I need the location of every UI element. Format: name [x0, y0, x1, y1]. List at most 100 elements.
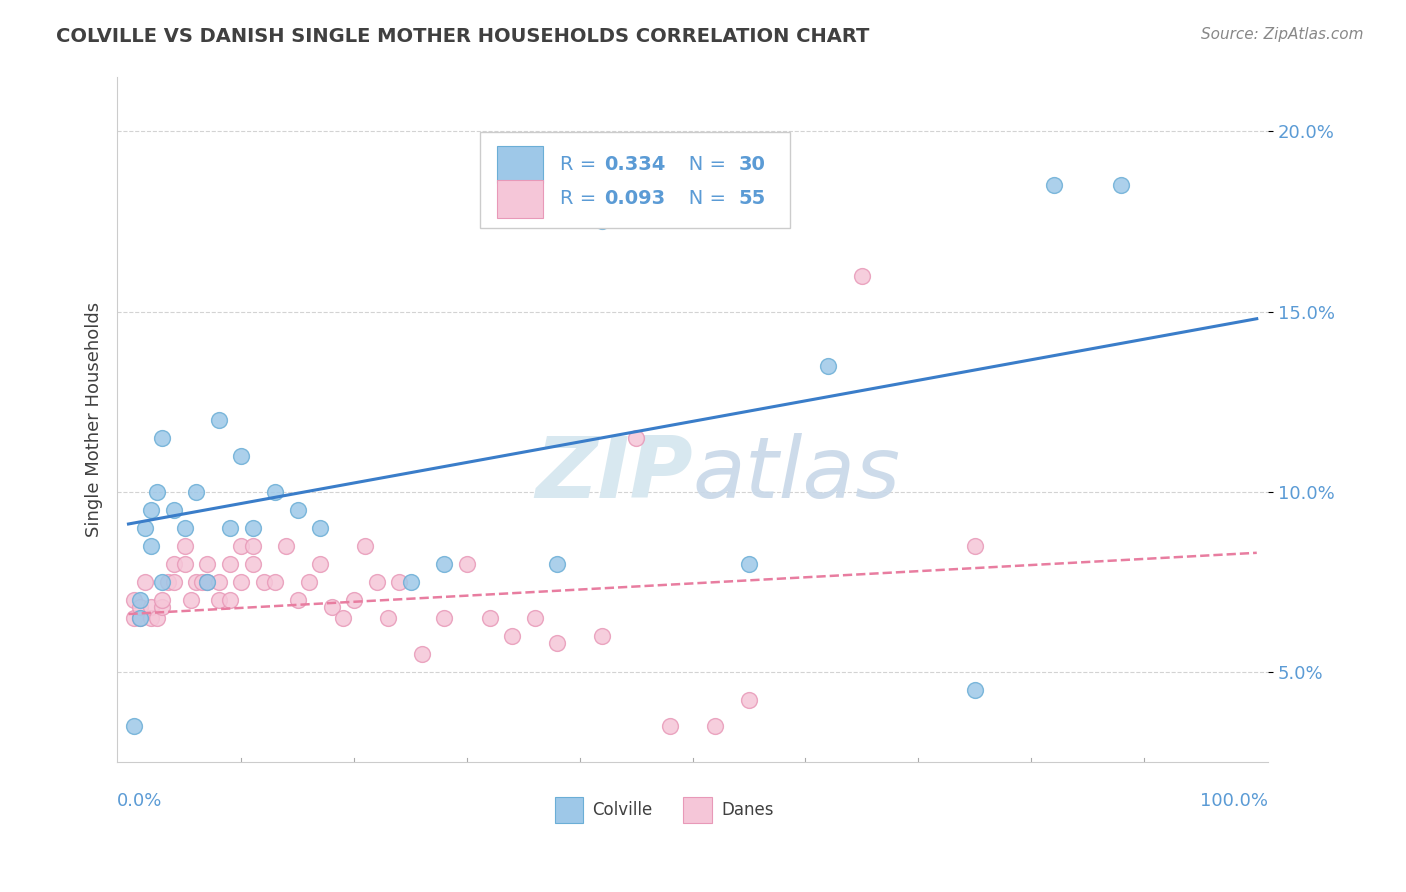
Point — [354, 539, 377, 553]
Point — [128, 610, 150, 624]
Point — [173, 539, 195, 553]
FancyBboxPatch shape — [683, 797, 713, 823]
Point — [433, 557, 456, 571]
Point — [591, 214, 613, 228]
Text: N =: N = — [669, 189, 733, 209]
FancyBboxPatch shape — [496, 146, 543, 184]
Point — [591, 629, 613, 643]
Point — [197, 574, 219, 589]
Point — [343, 592, 366, 607]
Point — [180, 592, 202, 607]
Point — [433, 610, 456, 624]
Point — [963, 539, 986, 553]
FancyBboxPatch shape — [496, 180, 543, 218]
Point — [704, 719, 727, 733]
Point — [122, 719, 145, 733]
Point — [287, 502, 309, 516]
Point — [162, 557, 184, 571]
Point — [298, 574, 321, 589]
FancyBboxPatch shape — [554, 797, 583, 823]
Point — [150, 599, 173, 614]
Point — [191, 574, 214, 589]
Point — [231, 449, 253, 463]
Text: Source: ZipAtlas.com: Source: ZipAtlas.com — [1201, 27, 1364, 42]
Point — [145, 484, 167, 499]
Text: Colville: Colville — [592, 800, 652, 819]
FancyBboxPatch shape — [479, 132, 790, 228]
Point — [231, 574, 253, 589]
Point — [219, 592, 242, 607]
Point — [963, 682, 986, 697]
Point — [208, 574, 231, 589]
Text: R =: R = — [560, 155, 603, 174]
Point — [186, 484, 208, 499]
Point — [624, 431, 647, 445]
Point — [128, 610, 150, 624]
Point — [309, 520, 332, 534]
Text: 0.093: 0.093 — [605, 189, 665, 209]
Point — [377, 610, 399, 624]
Point — [139, 539, 162, 553]
Point — [309, 557, 332, 571]
Point — [173, 557, 195, 571]
Point — [208, 412, 231, 426]
Point — [253, 574, 276, 589]
Point — [738, 693, 761, 707]
Point — [817, 359, 839, 373]
Point — [399, 574, 422, 589]
Point — [242, 520, 264, 534]
Point — [287, 592, 309, 607]
Point — [456, 557, 478, 571]
Point — [150, 431, 173, 445]
Point — [128, 592, 150, 607]
Text: COLVILLE VS DANISH SINGLE MOTHER HOUSEHOLDS CORRELATION CHART: COLVILLE VS DANISH SINGLE MOTHER HOUSEHO… — [56, 27, 870, 45]
Point — [186, 574, 208, 589]
Text: 30: 30 — [738, 155, 765, 174]
Text: ZIP: ZIP — [536, 433, 693, 516]
Point — [122, 610, 145, 624]
Point — [150, 592, 173, 607]
Point — [134, 574, 156, 589]
Point — [242, 557, 264, 571]
Point — [523, 610, 546, 624]
Text: N =: N = — [669, 155, 733, 174]
Text: atlas: atlas — [693, 433, 901, 516]
Point — [219, 557, 242, 571]
Point — [197, 574, 219, 589]
Point — [411, 647, 433, 661]
Point — [242, 539, 264, 553]
Point — [219, 520, 242, 534]
Point — [568, 178, 591, 193]
Point — [546, 636, 568, 650]
Point — [1042, 178, 1064, 193]
Text: Danes: Danes — [721, 800, 773, 819]
Point — [501, 629, 523, 643]
Text: 0.0%: 0.0% — [117, 792, 163, 811]
Point — [264, 484, 287, 499]
Point — [546, 557, 568, 571]
Point — [197, 557, 219, 571]
Point — [1111, 178, 1133, 193]
Point — [139, 610, 162, 624]
Point — [139, 502, 162, 516]
Text: 100.0%: 100.0% — [1201, 792, 1268, 811]
Point — [231, 539, 253, 553]
Text: R =: R = — [560, 189, 603, 209]
Point — [145, 610, 167, 624]
Point — [321, 599, 343, 614]
Point — [208, 592, 231, 607]
Point — [162, 502, 184, 516]
Point — [366, 574, 388, 589]
Point — [851, 268, 873, 283]
Point — [738, 557, 761, 571]
Point — [139, 599, 162, 614]
Point — [134, 520, 156, 534]
Point — [173, 520, 195, 534]
Point — [150, 574, 173, 589]
Point — [478, 610, 501, 624]
Point — [122, 592, 145, 607]
Text: 55: 55 — [738, 189, 766, 209]
Point — [659, 719, 682, 733]
Point — [162, 574, 184, 589]
Point — [264, 574, 287, 589]
